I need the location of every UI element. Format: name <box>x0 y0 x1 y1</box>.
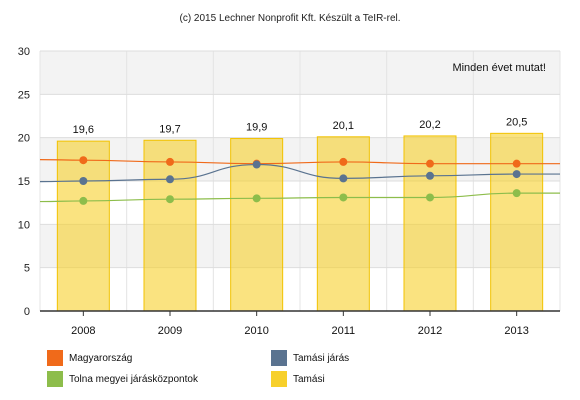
data-label: 20,2 <box>419 119 440 131</box>
data-point <box>426 171 434 180</box>
chart-credit: (c) 2015 Lechner Nonprofit Kft. Készült … <box>179 13 401 24</box>
data-point <box>166 157 174 166</box>
data-point <box>339 157 348 166</box>
legend-label: Tamási <box>293 373 325 385</box>
data-point <box>426 193 434 202</box>
data-point <box>512 189 521 198</box>
data-label: 20,5 <box>506 116 527 128</box>
x-tick-label: 2008 <box>71 325 95 337</box>
bar <box>56 140 110 312</box>
y-tick-label: 0 <box>24 306 30 318</box>
series-line <box>39 192 560 203</box>
legend-item-tolna-megyei[interactable]: Tolna megyei járásközpontok <box>47 371 198 387</box>
data-point <box>166 195 174 204</box>
x-tick-label: 2010 <box>244 325 268 337</box>
legend-swatch <box>271 350 287 366</box>
x-tick-label: 2009 <box>158 325 182 337</box>
data-label: 19,6 <box>73 124 94 136</box>
data-point <box>166 175 174 184</box>
legend-swatch <box>47 371 63 387</box>
bar <box>143 139 197 312</box>
x-tick-label: 2011 <box>332 325 356 337</box>
y-tick-label: 15 <box>18 176 30 188</box>
y-tick-label: 25 <box>18 89 30 101</box>
legend-item-tamasi-jaras[interactable]: Tamási járás <box>271 350 349 366</box>
data-point <box>79 156 88 165</box>
chart-area: 0 5 10 15 20 25 30 19,6 19,7 19,9 20,1 20,2 20,5 2008… <box>18 46 561 337</box>
x-tick-label: 2013 <box>504 325 528 337</box>
data-label: 20,1 <box>333 120 354 132</box>
legend-item-tamasi[interactable]: Tamási <box>271 371 325 387</box>
legend-item-magyarorszag[interactable]: Magyarország <box>47 350 132 366</box>
data-point <box>426 159 434 168</box>
data-point <box>79 196 88 205</box>
data-point <box>252 194 261 203</box>
data-point <box>79 177 88 185</box>
show-all-years-button[interactable]: Minden évet mutat! <box>452 62 546 74</box>
y-tick-label: 5 <box>24 263 30 275</box>
series-line <box>39 163 560 183</box>
data-point <box>252 160 261 169</box>
data-label: 19,7 <box>159 123 180 135</box>
legend-label: Tamási járás <box>293 352 350 364</box>
data-point <box>512 170 521 179</box>
legend-label: Tolna megyei járásközpontok <box>69 373 198 385</box>
legend-swatch <box>47 350 63 366</box>
legend-swatch <box>271 371 287 387</box>
x-tick-label: 2012 <box>418 325 442 337</box>
data-point <box>339 193 348 202</box>
data-label: 19,9 <box>246 122 267 134</box>
data-point <box>339 174 348 183</box>
legend-label: Magyarország <box>69 352 133 364</box>
y-tick-label: 30 <box>18 46 30 58</box>
y-tick-label: 20 <box>18 133 30 145</box>
y-tick-label: 10 <box>18 219 30 231</box>
series-line <box>39 158 560 165</box>
data-point <box>512 159 521 168</box>
